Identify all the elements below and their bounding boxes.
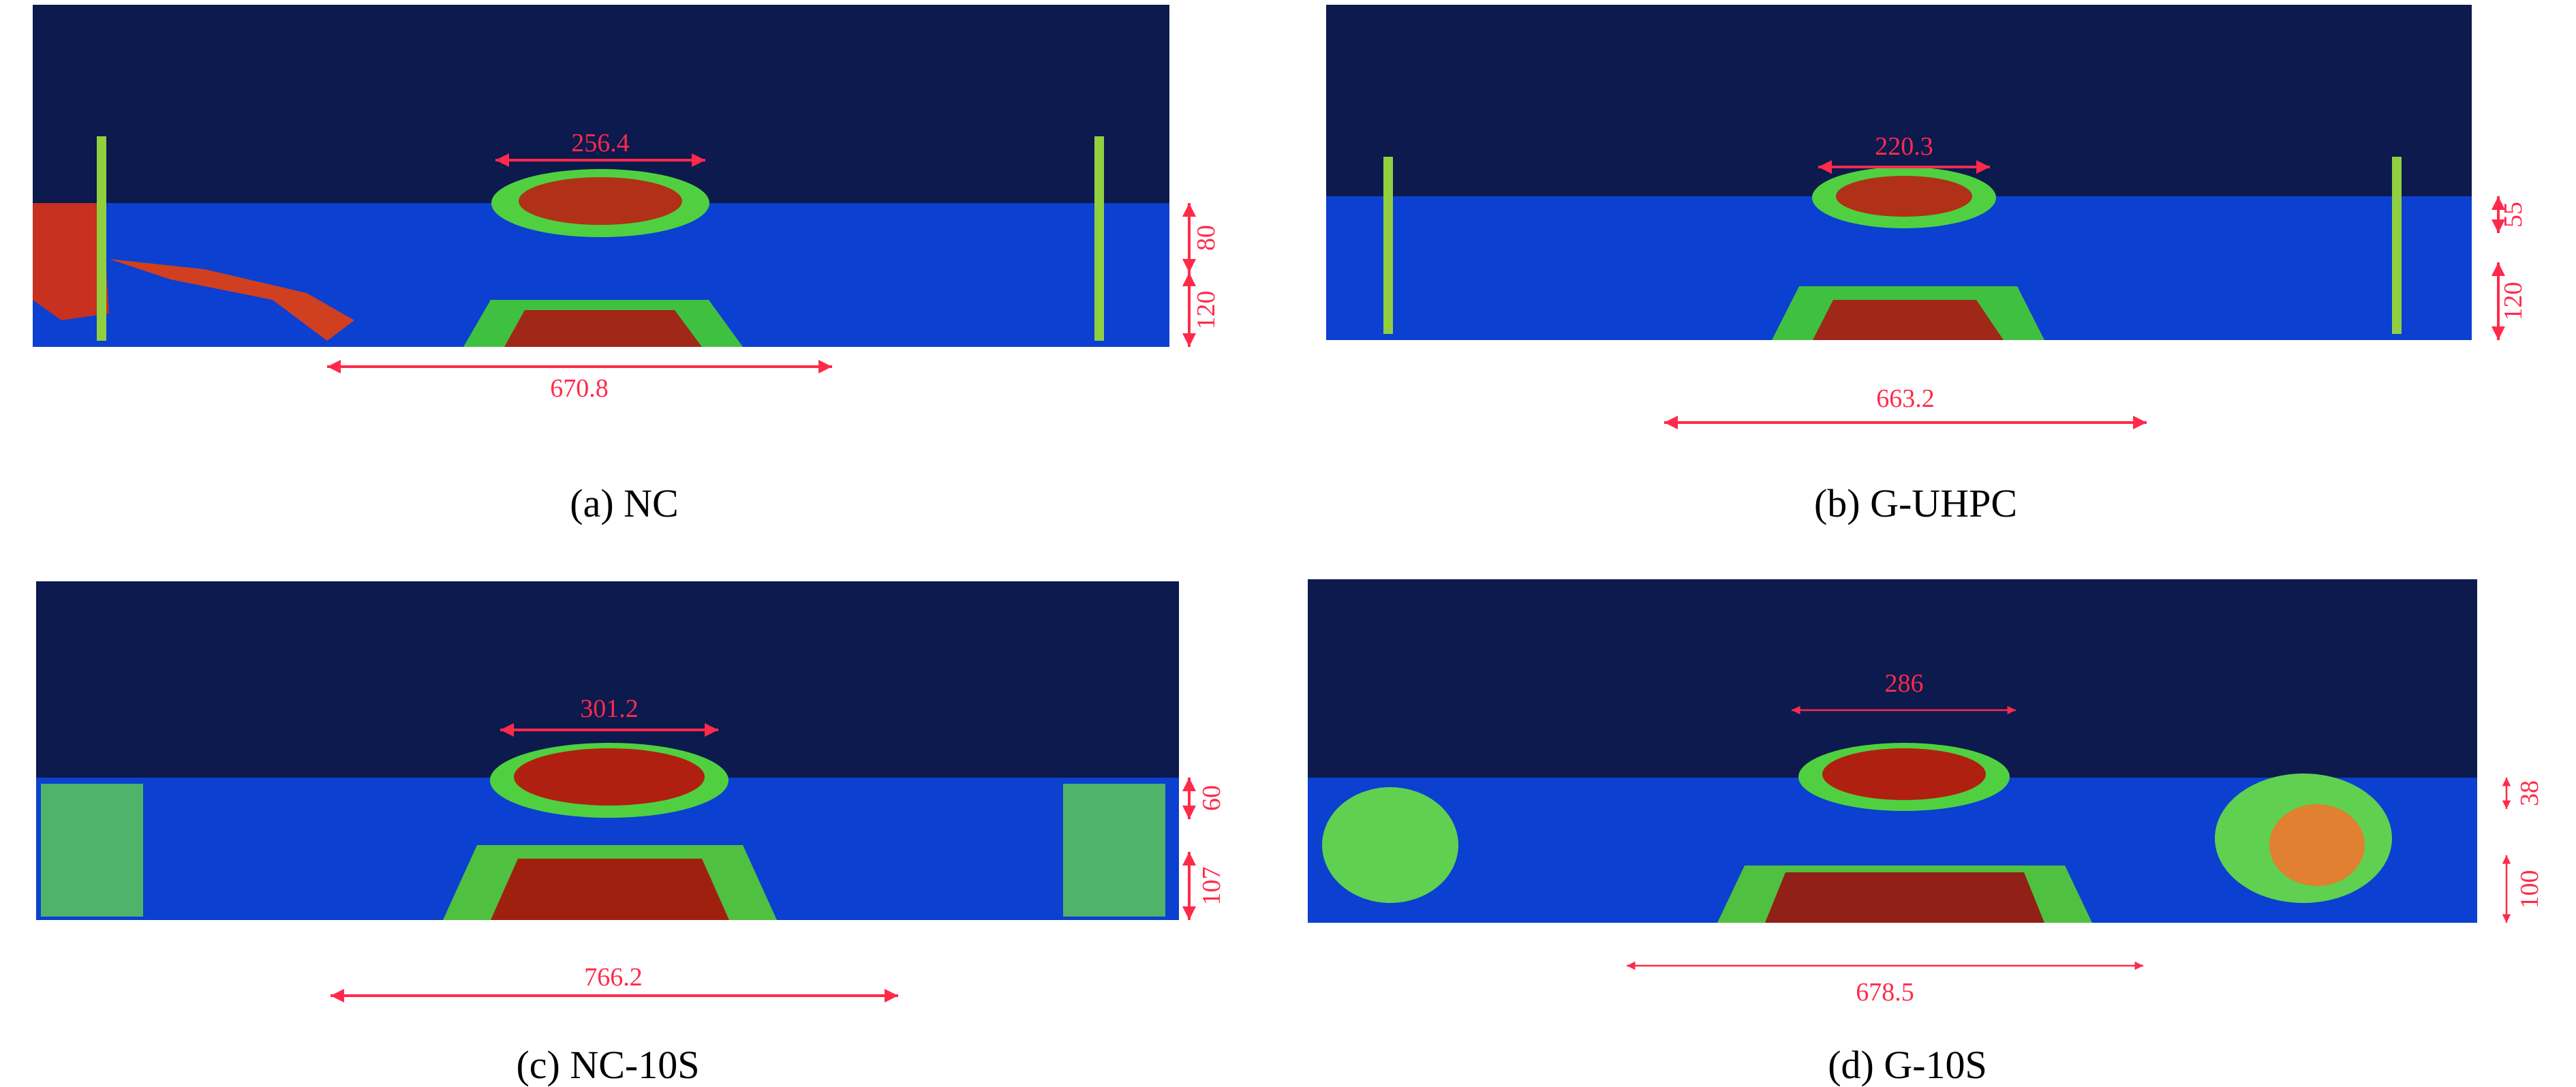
damage (1765, 872, 2044, 923)
dimension-label: 107 (1197, 867, 1226, 906)
damage (41, 784, 143, 917)
dimension-label: 286 (1885, 669, 1924, 698)
caption: (d) G-10S (1828, 1043, 1987, 1087)
damage (1836, 176, 1972, 217)
damage (1322, 787, 1458, 903)
dimension-label: 100 (2515, 870, 2544, 909)
panel-a: 256.4 670.8 80 120 (a) NC (33, 5, 1221, 525)
damage (1063, 784, 1165, 917)
damage (1094, 136, 1104, 341)
caption: (b) G-UHPC (1814, 481, 2017, 525)
panel-c: 301.2 766.2 60 107 (c) NC-10S (36, 581, 1226, 1087)
dimension-label: 256.4 (571, 129, 630, 157)
dimension-label: 301.2 (580, 694, 639, 723)
dimension-label: 60 (1197, 785, 1226, 811)
damage (33, 203, 109, 320)
dimension-label: 678.5 (1856, 978, 1914, 1007)
damage (2392, 157, 2402, 334)
caption: (c) NC-10S (516, 1043, 699, 1087)
dimension-label: 120 (2499, 282, 2528, 321)
dimension-label: 80 (1192, 225, 1221, 251)
damage (504, 310, 702, 347)
damage (514, 748, 705, 806)
damage (97, 136, 106, 341)
panel-d: 286 678.5 38 100 (d) G-10S (1308, 579, 2544, 1087)
damage (491, 859, 729, 920)
dimension-label: 766.2 (584, 963, 643, 992)
damage (519, 177, 682, 225)
dimension-label: 663.2 (1876, 384, 1935, 413)
damage (1383, 157, 1393, 334)
dimension-label: 120 (1192, 291, 1221, 330)
damage (109, 259, 354, 341)
dimension-label: 38 (2515, 780, 2544, 806)
dimension-label: 670.8 (550, 374, 609, 403)
caption: (a) NC (570, 481, 678, 525)
damage (1813, 300, 2004, 340)
damage (1822, 748, 1986, 800)
dimension-label: 220.3 (1875, 132, 1933, 161)
panel-b: 220.3 663.2 55 120 (b) G-UHPC (1326, 5, 2528, 525)
dimension-label: 55 (2499, 202, 2528, 228)
damage (2269, 804, 2365, 886)
